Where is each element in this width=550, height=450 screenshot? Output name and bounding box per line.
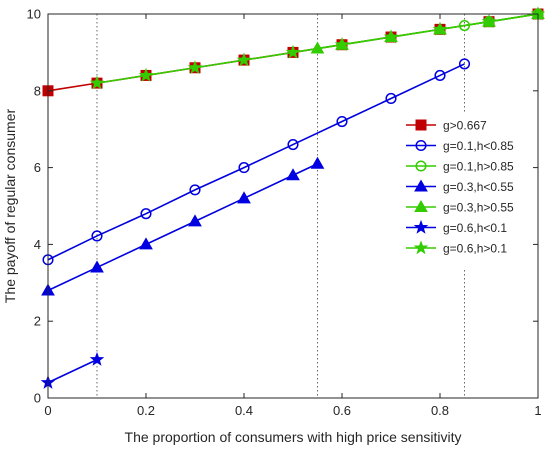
legend-label: g=0.1,h>0.85 — [443, 160, 514, 174]
data-point — [138, 67, 154, 82]
y-axis-label: The payoff of regular consumer — [2, 109, 18, 304]
data-point — [189, 184, 201, 196]
series — [89, 6, 546, 90]
series-layer — [40, 6, 546, 389]
data-point — [237, 191, 251, 204]
data-point — [139, 237, 153, 250]
legend-label: g>0.667 — [443, 119, 487, 133]
data-point — [458, 58, 471, 70]
y-tick-label: 10 — [27, 7, 41, 22]
data-point — [385, 92, 397, 105]
data-point — [90, 260, 104, 273]
y-tick-label: 2 — [34, 314, 41, 329]
data-point — [310, 156, 325, 169]
legend-label: g=0.3,h<0.55 — [443, 180, 514, 194]
data-point — [481, 14, 497, 28]
x-tick-label: 0.4 — [235, 403, 253, 418]
legend-marker — [415, 139, 427, 152]
x-tick-label: 0.8 — [431, 403, 449, 418]
data-point — [285, 44, 301, 59]
data-point — [336, 115, 348, 128]
legend-marker — [413, 219, 429, 234]
legend-item: g=0.3,h<0.55 — [406, 179, 514, 194]
legend-item: g=0.1,h<0.85 — [406, 139, 514, 153]
data-point — [434, 69, 446, 81]
plot-frame — [47, 13, 539, 399]
data-point — [89, 75, 105, 90]
series-line — [47, 163, 318, 292]
y-tick-label: 0 — [34, 391, 41, 406]
data-point — [91, 230, 103, 242]
legend-label: g=0.1,h<0.85 — [443, 139, 514, 153]
series-line — [47, 63, 465, 261]
legend-marker — [414, 179, 428, 192]
y-tick-label: 6 — [34, 160, 41, 175]
legend-marker — [415, 119, 427, 131]
data-point — [383, 29, 399, 44]
data-point — [188, 214, 202, 227]
legend-item: g=0.1,h>0.85 — [406, 160, 514, 174]
legend-item: g>0.667 — [406, 119, 487, 133]
data-point — [89, 351, 105, 366]
data-point — [334, 37, 350, 51]
legend-label: g=0.6,h<0.1 — [443, 221, 507, 235]
series — [41, 156, 325, 296]
x-axis-label: The proportion of consumers with high pr… — [125, 429, 462, 445]
legend-item: g=0.6,h>0.1 — [406, 240, 507, 256]
y-tick-label: 4 — [34, 237, 41, 252]
legend-item: g=0.3,h>0.55 — [406, 199, 514, 215]
legend-label: g=0.6,h>0.1 — [443, 242, 507, 256]
legend-label: g=0.3,h>0.55 — [443, 201, 514, 215]
data-point — [187, 60, 203, 74]
legend-item: g=0.6,h<0.1 — [406, 219, 507, 235]
data-point — [287, 139, 299, 151]
data-point — [236, 52, 252, 67]
y-tick-label: 8 — [34, 83, 41, 98]
series-line — [47, 358, 98, 384]
data-point — [432, 21, 448, 36]
data-point — [238, 162, 250, 174]
x-tick-label: 0.2 — [137, 403, 155, 418]
legend-marker — [415, 160, 427, 172]
legend: g>0.667 g=0.1,h<0.85 g=0.1,h>0.85 g=0.3,h<0… — [402, 113, 532, 268]
x-tick-label: 1 — [534, 403, 541, 418]
data-point — [286, 168, 300, 181]
legend-marker — [414, 199, 428, 212]
series — [40, 351, 105, 389]
legend-marker — [413, 240, 429, 255]
x-tick-label: 0 — [44, 403, 51, 418]
series-line — [96, 13, 539, 84]
data-point — [140, 208, 152, 220]
x-tick-label: 0.6 — [333, 403, 351, 418]
